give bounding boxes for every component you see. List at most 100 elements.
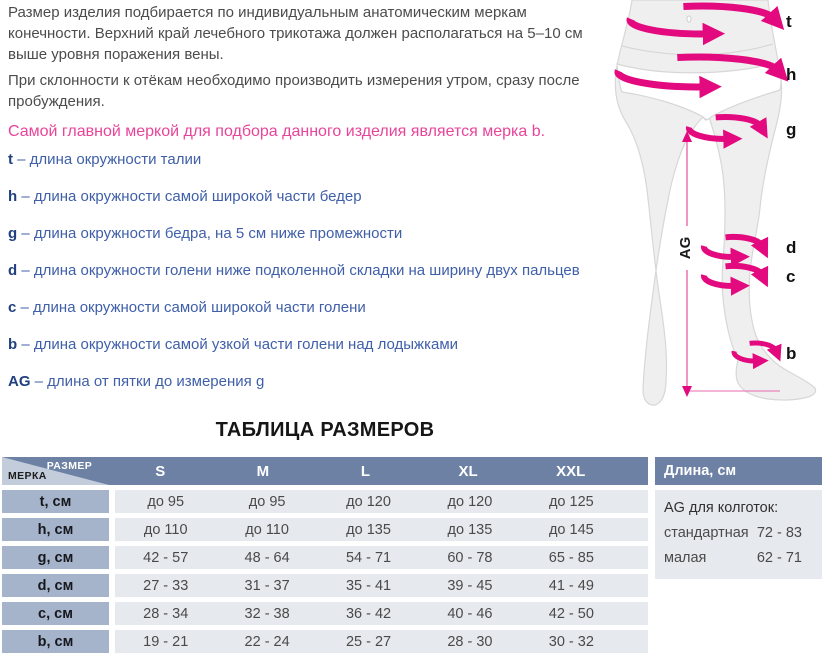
hip-arrow-h [614,53,789,99]
legs-diagram-svg: AG t h g d c b [614,0,817,406]
size-table-body: t, см до 95 до 95 до 120 до 120 до 125 h, см до… [2,490,648,653]
measurement-description: – длина окружности самой широкой части б… [21,188,362,205]
measurement-description: – длина окружности бедра, на 5 см ниже п… [21,225,403,242]
label-b: b [786,344,796,363]
label-c: c [786,267,795,286]
ag-line-label: AG [677,237,694,260]
size-table-title: ТАБЛИЦА РАЗМЕРОВ [215,419,435,441]
length-panel: Длина, см AG для колготок: стандартная 72… [655,457,822,579]
value-cell: 30 - 32 [548,633,594,650]
length-row-value: 62 - 71 [756,550,802,566]
measurement-item: h – длина окружности самой широкой части… [8,186,608,207]
measurement-item: AG – длина от пятки до измерения g [8,371,608,392]
measurement-description: – длина окружности голени ниже подколенн… [21,262,580,279]
value-cell: 65 - 85 [548,549,594,566]
row-values: до 95 до 95 до 120 до 120 до 125 [115,490,648,513]
diagram-letter-labels: t h g d c b [786,12,796,363]
value-cell: до 145 [548,521,594,538]
length-row: малая 62 - 71 [664,546,812,571]
value-cell: 28 - 34 [143,605,189,622]
measurement-term: c [8,299,17,316]
value-cell: до 110 [245,521,289,538]
value-cell: 48 - 64 [244,549,290,566]
value-cell: до 110 [143,521,188,538]
measurement-term: b [8,336,18,353]
measurement-item: t – длина окружности талии [8,149,608,170]
corner-diagonal-graphic [2,457,109,485]
measurement-list: t – длина окружности талии h – длина окру… [8,149,608,408]
length-panel-title: Длина, см [655,457,822,485]
below-knee-arrow-d [701,233,769,267]
intro-text: Размер изделия подбирается по индивидуал… [8,2,598,147]
intro-paragraph-1: Размер изделия подбирается по индивидуал… [8,4,583,63]
measurement-description: – длина окружности самой широкой части г… [20,299,366,316]
table-row: t, см до 95 до 95 до 120 до 120 до 125 [2,490,648,513]
row-values: 27 - 33 31 - 37 35 - 41 39 - 45 41 - 49 [115,574,648,597]
label-g: g [786,120,796,139]
label-t: t [786,12,792,31]
value-cell: до 95 [248,493,286,510]
legs-measurement-diagram: AG t h g d c b [610,0,826,410]
corner-label-measure: МЕРКА [8,470,47,482]
value-cell: 36 - 42 [345,605,392,622]
size-column-header: XXL [556,462,586,480]
waist-arrow-t [626,2,785,46]
length-panel-subtitle: AG для колготок: [664,500,779,516]
size-column-headers: S M L XL XXL [109,457,648,485]
ankle-arrow-b [731,340,782,370]
measurement-item: b – длина окружности самой узкой части г… [8,334,608,355]
measurement-term: d [8,262,18,279]
measurement-item: c – длина окружности самой широкой части… [8,297,608,318]
intro-highlight: Самой главной меркой для подбора данного… [8,123,546,140]
size-table-header: РАЗМЕР МЕРКА S M L XL XXL [2,457,648,485]
row-label: t, см [2,490,109,513]
value-cell: 28 - 30 [447,633,493,650]
value-cell: 54 - 71 [345,549,392,566]
row-label: d, см [2,574,109,597]
size-column-header: XL [458,462,478,480]
size-column-header: L [360,462,371,480]
table-row: b, см 19 - 21 22 - 24 25 - 27 28 - 30 30 - 32 [2,630,648,653]
length-panel-rows: стандартная 72 - 83 малая 62 - 71 [664,521,812,571]
size-column-header: S [155,462,166,480]
value-cell: 19 - 21 [143,633,189,650]
length-row-label: малая [664,550,707,566]
table-row: g, см 42 - 57 48 - 64 54 - 71 60 - 78 65 - 85 [2,546,648,569]
length-row: стандартная 72 - 83 [664,521,812,546]
value-cell: до 135 [346,521,391,538]
corner-label-size: РАЗМЕР [46,460,93,472]
measurement-item: g – длина окружности бедра, на 5 см ниже… [8,223,608,244]
measurement-term: t [8,151,13,168]
table-row: d, см 27 - 33 31 - 37 35 - 41 39 - 45 41 - 49 [2,574,648,597]
measurement-description: – длина окружности самой узкой части гол… [21,336,459,353]
ag-length-line: AG [675,131,780,397]
row-values: 42 - 57 48 - 64 54 - 71 60 - 78 65 - 85 [115,546,648,569]
size-table: РАЗМЕР МЕРКА S M L XL XXL t, см до 95 до 95 до … [2,457,648,653]
value-cell: 32 - 38 [244,605,290,622]
measurement-term: h [8,188,18,205]
label-h: h [786,65,796,84]
row-label: c, см [2,602,109,625]
measurement-term: AG [8,373,31,390]
value-cell: 60 - 78 [447,549,493,566]
body-silhouette-graphic [614,0,817,406]
value-cell: 31 - 37 [244,577,290,594]
table-row: h, см до 110 до 110 до 135 до 135 до 145 [2,518,648,541]
value-cell: до 135 [447,521,493,538]
size-column-header: M [256,462,270,480]
length-panel-body: AG для колготок: стандартная 72 - 83 малая… [655,490,822,579]
thigh-arrow-g [685,114,768,149]
table-row: c, см 28 - 34 32 - 38 36 - 42 40 - 46 42 - 50 [2,602,648,625]
row-label: b, см [2,630,109,653]
measurement-description: – длина от пятки до измерения g [34,373,265,390]
row-values: 19 - 21 22 - 24 25 - 27 28 - 30 30 - 32 [115,630,648,653]
measurement-arrows [614,2,789,370]
value-cell: 40 - 46 [447,605,493,622]
length-row-value: 72 - 83 [756,525,802,541]
value-cell: 42 - 50 [548,605,594,622]
value-cell: 39 - 45 [447,577,493,594]
value-cell: 35 - 41 [345,577,392,594]
value-cell: 22 - 24 [244,633,290,650]
label-d: d [786,238,796,257]
